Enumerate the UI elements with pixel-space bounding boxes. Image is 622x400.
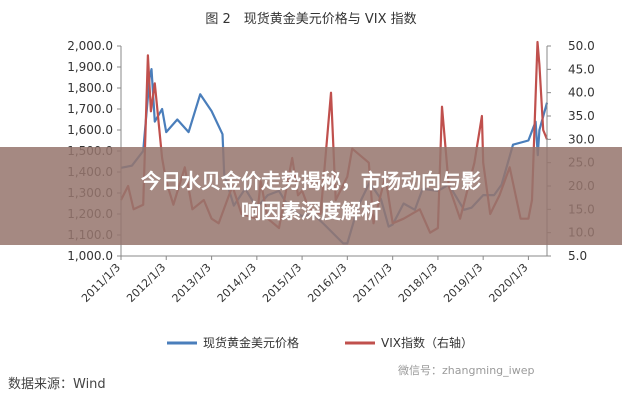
y-left-tick-label: 1,900.0 [67, 60, 113, 74]
headline-line-1: 今日水贝金价走势揭秘，市场动向与影 [141, 169, 481, 193]
x-tick-label: 2016/1/3 [305, 261, 349, 305]
y-left-tick-label: 1,000.0 [67, 249, 113, 263]
wechat-watermark: 微信号：zhangming_iwep [398, 364, 535, 377]
legend: 现货黄金美元价格 VIX指数（右轴） [167, 335, 473, 350]
x-tick-label: 2014/1/3 [215, 261, 259, 305]
y-right-tick-label: 40.0 [568, 86, 595, 100]
y-left-tick-label: 1,600.0 [67, 123, 113, 137]
headline-line-2: 响因素深度解析 [241, 199, 381, 223]
x-tick-label: 2019/1/3 [441, 261, 485, 305]
x-tick-label: 2013/1/3 [170, 261, 214, 305]
y-right-tick-label: 35.0 [568, 109, 595, 123]
y-left-tick-label: 1,700.0 [67, 102, 113, 116]
headline-banner[interactable]: 今日水贝金价走势揭秘，市场动向与影 响因素深度解析 [0, 147, 622, 245]
legend-label: 现货黄金美元价格 [203, 335, 299, 350]
x-tick-label: 2011/1/3 [79, 261, 123, 305]
x-tick-label: 2015/1/3 [260, 261, 304, 305]
y-right-tick-label: 45.0 [568, 62, 595, 76]
chart-title: 图 2 现货黄金美元价格与 VIX 指数 [205, 11, 416, 27]
y-right-tick-label: 5.0 [568, 249, 587, 263]
y-left-tick-label: 1,800.0 [67, 81, 113, 95]
x-tick-label: 2012/1/3 [124, 261, 168, 305]
y-right-tick-label: 50.0 [568, 39, 595, 53]
y-right-tick-label: 30.0 [568, 132, 595, 146]
x-tick-label: 2018/1/3 [396, 261, 440, 305]
y-left-tick-label: 2,000.0 [67, 39, 113, 53]
x-tick-label: 2020/1/3 [486, 261, 530, 305]
data-source: 数据来源：Wind [8, 377, 106, 392]
legend-label: VIX指数（右轴） [381, 335, 473, 350]
x-tick-label: 2017/1/3 [351, 261, 395, 305]
